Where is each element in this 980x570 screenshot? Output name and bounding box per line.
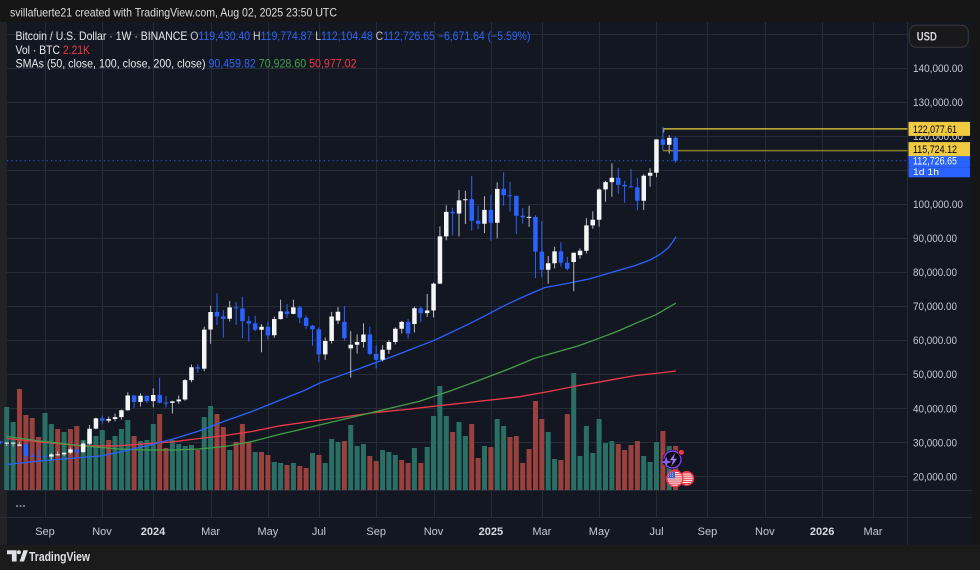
svg-text:115,724.12: 115,724.12 — [913, 144, 957, 156]
svg-text:SMAs (50, close, 100, close, 2: SMAs (50, close, 100, close, 200, close)… — [16, 57, 357, 71]
svg-text:50,000.00: 50,000.00 — [913, 369, 957, 381]
svg-text:Nov: Nov — [755, 526, 775, 538]
svg-text:2026: 2026 — [810, 526, 834, 538]
svg-text:Nov: Nov — [424, 526, 444, 538]
svg-text:Bitcoin / U.S. Dollar · 1W · B: Bitcoin / U.S. Dollar · 1W · BINANCE O11… — [16, 29, 531, 43]
svg-text:Sep: Sep — [366, 526, 386, 538]
svg-text:Jul: Jul — [312, 526, 326, 538]
svg-text:Mar: Mar — [864, 526, 883, 538]
svg-text:Jul: Jul — [649, 526, 663, 538]
svg-text:May: May — [258, 526, 279, 538]
svg-text:122,077.61: 122,077.61 — [913, 124, 957, 136]
svg-text:2024: 2024 — [141, 526, 166, 538]
svg-text:1d 1h: 1d 1h — [913, 167, 939, 177]
svg-text:40,000.00: 40,000.00 — [913, 403, 957, 415]
svg-text:80,000.00: 80,000.00 — [913, 267, 957, 279]
svg-text:70,000.00: 70,000.00 — [913, 301, 957, 313]
svg-text:30,000.00: 30,000.00 — [913, 437, 957, 449]
svg-text:Sep: Sep — [35, 526, 55, 538]
svg-text:May: May — [589, 526, 610, 538]
svg-text:TradingView: TradingView — [29, 550, 90, 564]
svg-text:112,726.65: 112,726.65 — [913, 156, 957, 168]
svg-text:Mar: Mar — [532, 526, 551, 538]
svg-text:Mar: Mar — [201, 526, 220, 538]
svg-text:140,000.00: 140,000.00 — [913, 63, 963, 75]
svg-text:60,000.00: 60,000.00 — [913, 335, 957, 347]
svg-text:20,000.00: 20,000.00 — [913, 471, 957, 483]
svg-text:Vol · BTC 2.21K: Vol · BTC 2.21K — [16, 43, 91, 57]
svg-text:svillafuerte21 created with Tr: svillafuerte21 created with TradingView.… — [10, 5, 337, 19]
svg-text:Sep: Sep — [698, 526, 718, 538]
svg-text:2025: 2025 — [479, 526, 503, 538]
svg-text:130,000.00: 130,000.00 — [913, 97, 963, 109]
svg-text:USD: USD — [917, 31, 937, 43]
svg-text:100,000.00: 100,000.00 — [913, 199, 963, 211]
svg-text:90,000.00: 90,000.00 — [913, 233, 957, 245]
svg-text:Nov: Nov — [92, 526, 112, 538]
